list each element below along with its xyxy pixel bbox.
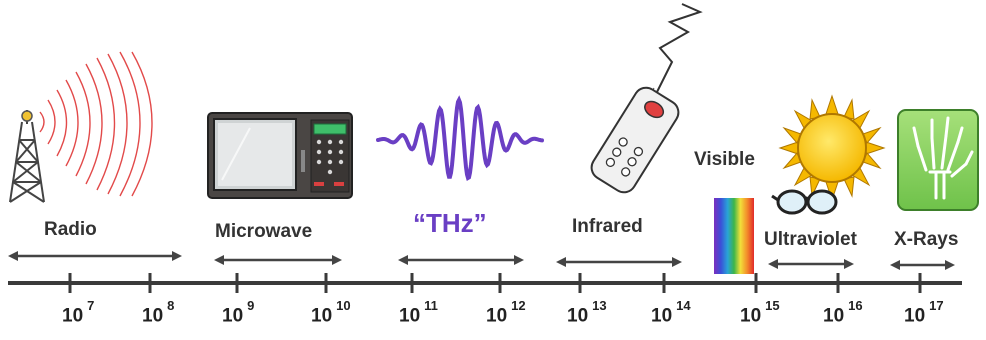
axis-ticks [68, 273, 922, 293]
range-arrow [8, 251, 182, 261]
range-arrow [768, 259, 854, 269]
tick-label: 10 11 [399, 298, 438, 327]
rainbow-spectrum-icon [714, 198, 754, 274]
tick-label: 10 14 [651, 298, 691, 327]
tick-label: 10 15 [740, 298, 780, 327]
tick-label: 10 13 [567, 298, 607, 327]
tick-label: 10 17 [904, 298, 944, 327]
remote-control-icon [590, 3, 703, 194]
band-label-radio: Radio [44, 219, 97, 240]
band-label-visible: Visible [694, 149, 755, 170]
xray-hand-icon [897, 109, 979, 211]
band-range-arrows [8, 251, 955, 270]
band-label-thz: “THz” [413, 208, 487, 238]
tick-label: 10 9 [222, 298, 255, 327]
range-arrow [556, 257, 682, 267]
band-label-ultraviolet: Ultraviolet [764, 229, 857, 250]
range-arrow [890, 260, 955, 270]
band-label-xrays: X-Rays [894, 229, 959, 250]
range-arrow [214, 255, 342, 265]
range-arrow [398, 255, 524, 265]
band-label-microwave: Microwave [215, 221, 313, 242]
tick-label: 10 16 [823, 298, 863, 327]
thz-wave-icon [376, 95, 544, 182]
tick-label: 10 10 [311, 298, 351, 327]
microwave-oven-icon [207, 112, 353, 199]
sun-sunglasses-icon [771, 94, 886, 215]
radio-tower-icon [9, 51, 153, 203]
tick-label: 10 7 [62, 298, 95, 327]
band-label-infrared: Infrared [572, 216, 643, 237]
tick-label: 10 12 [486, 298, 526, 327]
tick-label: 10 8 [142, 298, 175, 327]
